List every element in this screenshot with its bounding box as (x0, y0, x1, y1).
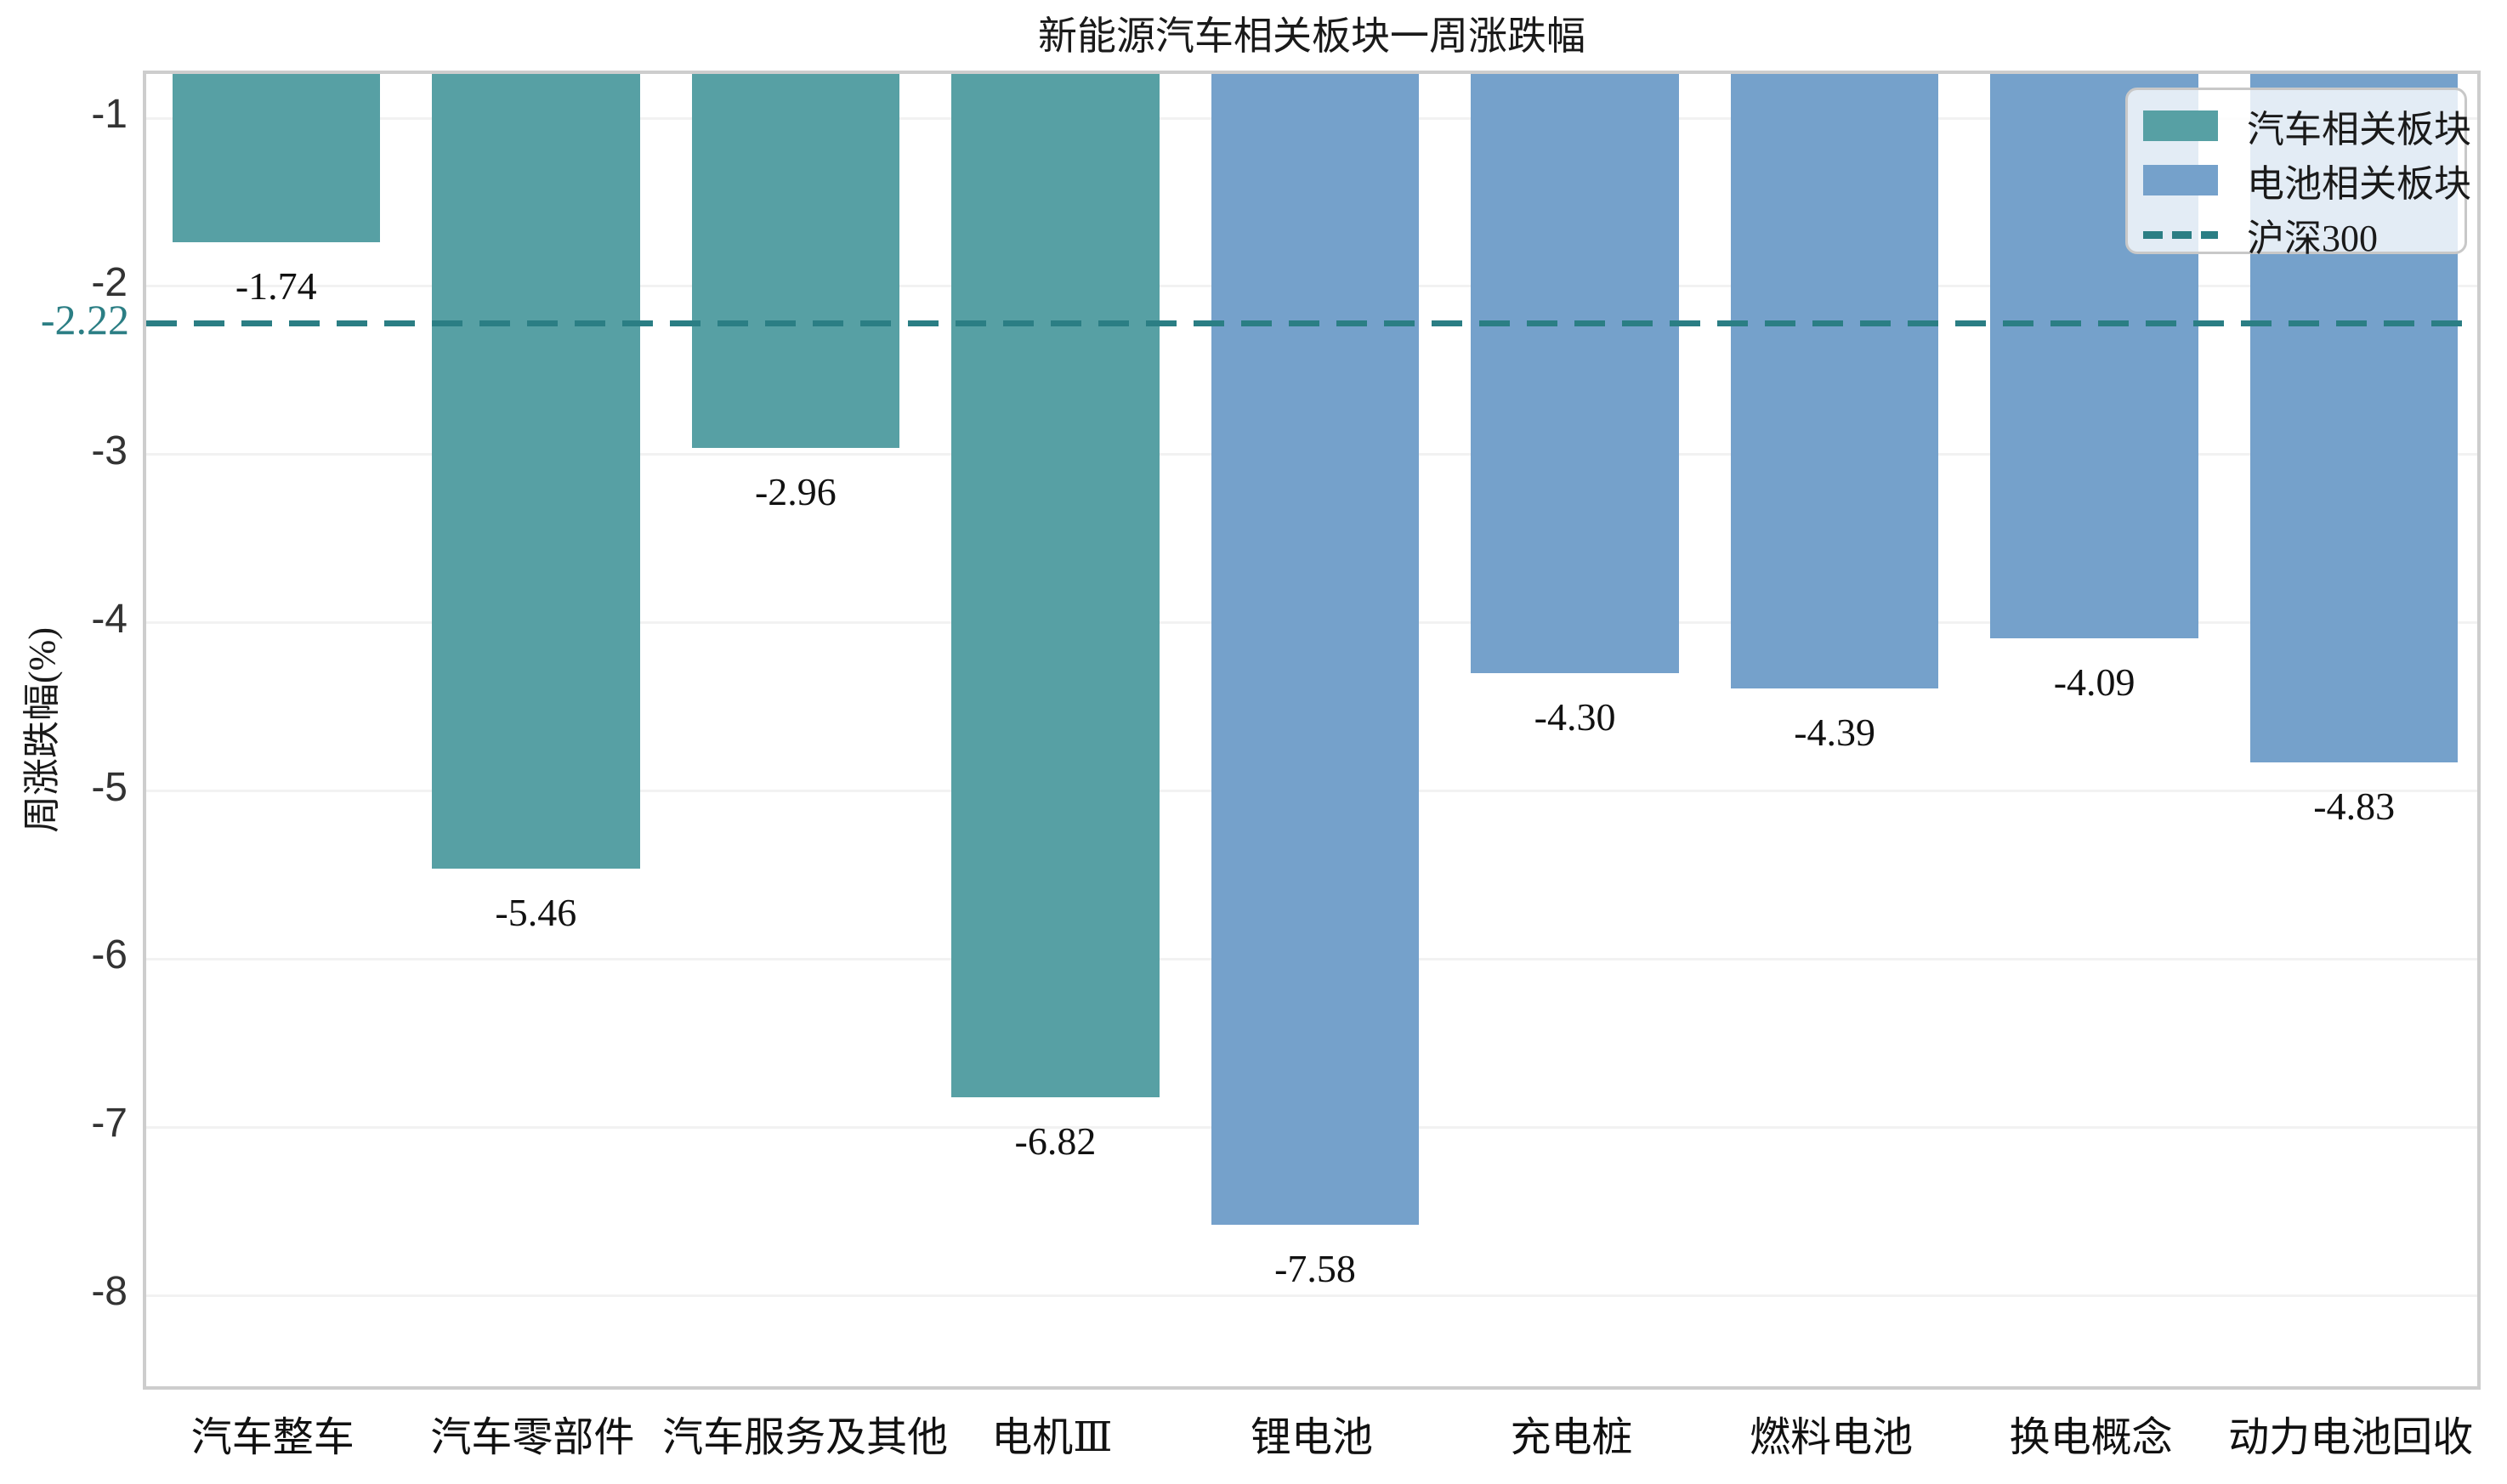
y-tick-label: -7 (91, 1101, 128, 1147)
bar (1211, 74, 1420, 1226)
bar-value-label: -4.39 (1794, 710, 1876, 754)
legend-swatch-battery-sectors (2143, 165, 2218, 195)
legend-dashed-line-swatch (2143, 230, 2218, 239)
y-tick-label: -2 (91, 259, 128, 305)
bar-value-label: -1.74 (235, 264, 317, 309)
reference-line (146, 320, 2477, 326)
bar-value-label: -4.09 (2053, 660, 2135, 704)
legend: 汽车相关板块 电池相关板块 沪深300 (2125, 88, 2471, 259)
legend-label-auto-sectors: 汽车相关板块 (2247, 109, 2471, 150)
bar (951, 74, 1160, 1097)
y-tick-label: -3 (91, 428, 128, 473)
y-tick-label: -8 (91, 1269, 128, 1315)
x-tick-label: 电机Ⅲ (991, 1415, 1113, 1460)
y-tick-label: -1 (91, 92, 128, 138)
x-tick-label: 燃料电池 (1750, 1415, 1914, 1460)
bar-value-label: -2.96 (754, 469, 837, 513)
x-tick-label: 汽车整车 (190, 1415, 354, 1460)
legend-item-auto-sectors: 汽车相关板块 (2143, 99, 2471, 153)
bar-value-label: -7.58 (1274, 1247, 1356, 1291)
y-tick-label: -4 (91, 596, 128, 642)
y-tick-label: -6 (91, 932, 128, 978)
reference-line-annotation: -2.22 (40, 296, 129, 344)
bar (1730, 74, 1939, 688)
bar-value-label: -4.83 (2313, 784, 2396, 828)
legend-label-csi300: 沪深300 (2247, 218, 2378, 259)
x-tick-label: 汽车服务及其他 (662, 1415, 949, 1460)
bar-value-label: -5.46 (495, 890, 577, 934)
bar (432, 74, 640, 869)
x-tick-label: 充电桩 (1510, 1415, 1633, 1460)
x-tick-label: 锂电池 (1250, 1415, 1373, 1460)
plot-area: -1.74 -5.46 -2.96 -6.82 -7.58 -4.30 -4.39 -4.09… (143, 71, 2481, 1390)
x-tick-label: 换电概念 (2009, 1415, 2173, 1460)
chart-title: 新能源汽车相关板块一周涨跌幅 (1038, 14, 1585, 58)
legend-swatch-auto-sectors (2143, 110, 2218, 141)
legend-item-battery-sectors: 电池相关板块 (2143, 153, 2471, 207)
gridline (146, 1294, 2477, 1297)
x-tick-label: 动力电池回收 (2228, 1415, 2474, 1460)
bar (172, 74, 380, 243)
bar-value-label: -6.82 (1014, 1119, 1097, 1163)
bar-value-label: -4.30 (1534, 695, 1616, 739)
y-tick-label: -5 (91, 764, 128, 810)
bar (691, 74, 900, 448)
x-tick-label: 汽车零部件 (430, 1415, 635, 1460)
bar (1471, 74, 1679, 674)
legend-item-csi300: 沪深300 (2143, 207, 2451, 262)
legend-label-battery-sectors: 电池相关板块 (2247, 163, 2471, 205)
